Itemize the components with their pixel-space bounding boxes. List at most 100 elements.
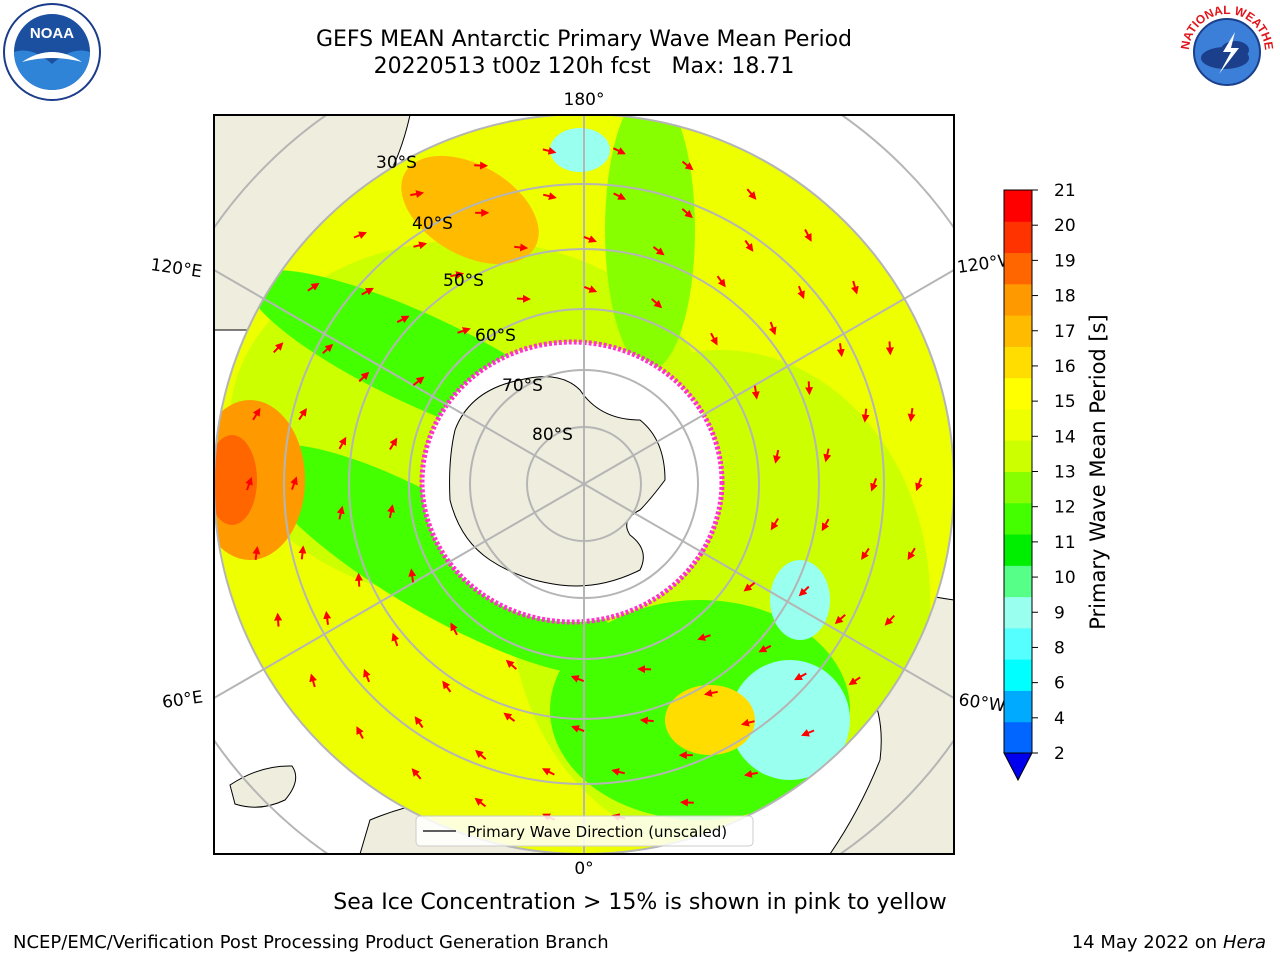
wave-direction-arrow xyxy=(907,407,916,422)
wave-direction-arrow xyxy=(907,547,916,561)
wave-direction-arrow xyxy=(542,146,557,155)
colorbar-bin xyxy=(1004,565,1032,598)
sea-ice-note: Sea Ice Concentration > 15% is shown in … xyxy=(333,890,947,915)
colorbar-tick-label: 16 xyxy=(1054,357,1076,377)
wave-direction-arrow xyxy=(798,585,810,597)
wave-direction-arrow xyxy=(475,749,487,760)
wave-direction-arrow xyxy=(274,612,283,627)
colorbar-tick-label: 10 xyxy=(1054,568,1076,588)
colorbar-bin xyxy=(1004,721,1032,754)
colorbar-tick-label: 4 xyxy=(1054,709,1065,729)
wave-direction-arrow xyxy=(309,673,317,688)
wave-direction-arrow xyxy=(252,546,261,561)
wave-direction-arrow xyxy=(323,610,332,625)
lon-label-180: 180° xyxy=(564,90,605,110)
wave-direction-arrow xyxy=(571,725,585,733)
wave-direction-arrow xyxy=(413,241,428,250)
colorbar-tick-label: 8 xyxy=(1054,638,1065,658)
colorbar-bin xyxy=(1004,596,1032,629)
wave-direction-arrow xyxy=(613,192,627,200)
wave-direction-arrow xyxy=(611,768,626,776)
credit-text: NCEP/EMC/Verification Post Processing Pr… xyxy=(13,932,609,953)
wave-direction-arrow xyxy=(758,644,772,653)
wave-direction-arrow xyxy=(245,476,253,491)
wave-direction-arrow xyxy=(442,680,452,693)
lat-label-60s: 60°S xyxy=(475,326,516,346)
wave-direction-arrow xyxy=(681,208,693,219)
colorbar-tick-label: 2 xyxy=(1054,744,1065,764)
lat-label-30s: 30°S xyxy=(376,153,417,173)
wave-direction-arrow xyxy=(861,547,870,561)
wave-direction-arrow xyxy=(414,716,424,729)
wave-direction-arrow xyxy=(252,407,261,421)
colorbar-bin xyxy=(1004,283,1032,316)
wave-direction-arrow xyxy=(744,239,754,252)
colorbar-bin xyxy=(1004,252,1032,285)
wave-direction-arrow xyxy=(408,568,417,583)
colorbar-tick-label: 19 xyxy=(1054,251,1076,271)
colorbar-bin xyxy=(1004,221,1032,254)
wave-direction-arrow xyxy=(583,285,598,293)
wave-direction-arrow xyxy=(805,381,814,396)
wave-direction-arrow xyxy=(298,545,307,560)
wave-direction-arrow xyxy=(740,718,755,727)
wave-direction-arrow xyxy=(870,478,878,492)
wave-direction-arrow xyxy=(412,376,425,386)
colorbar-tick-label: 9 xyxy=(1054,603,1065,623)
colorbar-tick-label: 17 xyxy=(1054,322,1076,342)
chart-title: GEFS MEAN Antarctic Primary Wave Mean Pe… xyxy=(315,27,853,52)
colorbar-bin xyxy=(1004,502,1032,535)
wave-direction-arrow xyxy=(861,408,870,423)
wave-direction-arrow xyxy=(639,716,654,725)
colorbar-label: Primary Wave Mean Period [s] xyxy=(1086,314,1110,630)
wave-direction-arrow xyxy=(681,160,694,171)
legend-label: Primary Wave Direction (unscaled) xyxy=(467,823,727,841)
wave-direction-arrow xyxy=(710,332,718,346)
wave-direction-arrow xyxy=(743,582,756,592)
run-date: 14 May 2022 on Hera xyxy=(1072,932,1266,953)
lat-label-50s: 50°S xyxy=(443,271,484,291)
wave-direction-arrow xyxy=(770,517,779,531)
wave-direction-arrow xyxy=(794,672,807,681)
wave-direction-arrow xyxy=(570,675,585,683)
colorbar-bin xyxy=(1004,471,1032,504)
lon-label-60e: 60°E xyxy=(161,687,204,712)
wave-direction-arrow xyxy=(450,271,465,279)
nws-logo: NATIONAL WEATHER SERVICE xyxy=(1176,2,1276,99)
wave-direction-arrow xyxy=(361,287,374,296)
colorbar-tick-label: 11 xyxy=(1054,533,1076,553)
wave-direction-arrow xyxy=(804,229,812,242)
colorbar-tick-label: 13 xyxy=(1054,463,1076,483)
wave-direction-arrow xyxy=(751,385,760,400)
map-frame xyxy=(213,114,955,855)
colorbar-tick-label: 6 xyxy=(1054,674,1065,694)
wave-direction-arrow xyxy=(391,632,400,647)
map-legend: Primary Wave Direction (unscaled) xyxy=(415,815,754,847)
wave-direction-arrow xyxy=(336,505,345,520)
colorbar-bin xyxy=(1004,190,1032,222)
wave-direction-arrow xyxy=(387,504,395,519)
chart-subtitle: 20220513 t00z 120h fcst Max: 18.71 xyxy=(373,54,795,79)
noaa-wordmark: NOAA xyxy=(30,25,74,42)
lon-label-0: 0° xyxy=(574,859,593,879)
colorbar-bin xyxy=(1004,440,1032,472)
wave-direction-arrow xyxy=(353,231,367,239)
colorbar-bin xyxy=(1004,659,1032,691)
madagascar-landmass xyxy=(229,765,297,808)
colorbar-bin xyxy=(1004,377,1032,410)
colorbar-bin xyxy=(1004,315,1032,347)
colorbar-tick-label: 15 xyxy=(1054,392,1076,412)
wave-direction-arrow xyxy=(773,449,781,464)
colorbar-tick-label: 20 xyxy=(1054,216,1076,236)
colorbar-bin xyxy=(1004,690,1032,723)
wave-direction-arrow xyxy=(322,343,334,354)
wave-direction-arrow xyxy=(823,448,832,463)
wave-direction-arrow xyxy=(298,407,307,421)
wave-direction-arrow xyxy=(821,518,830,532)
colorbar-tick-label: 12 xyxy=(1054,498,1076,518)
wave-direction-arrow xyxy=(410,190,425,198)
wave-direction-arrow xyxy=(743,770,758,778)
wave-direction-arrow xyxy=(290,476,298,490)
wave-direction-arrow xyxy=(514,243,529,252)
wave-direction-arrow xyxy=(746,188,757,200)
